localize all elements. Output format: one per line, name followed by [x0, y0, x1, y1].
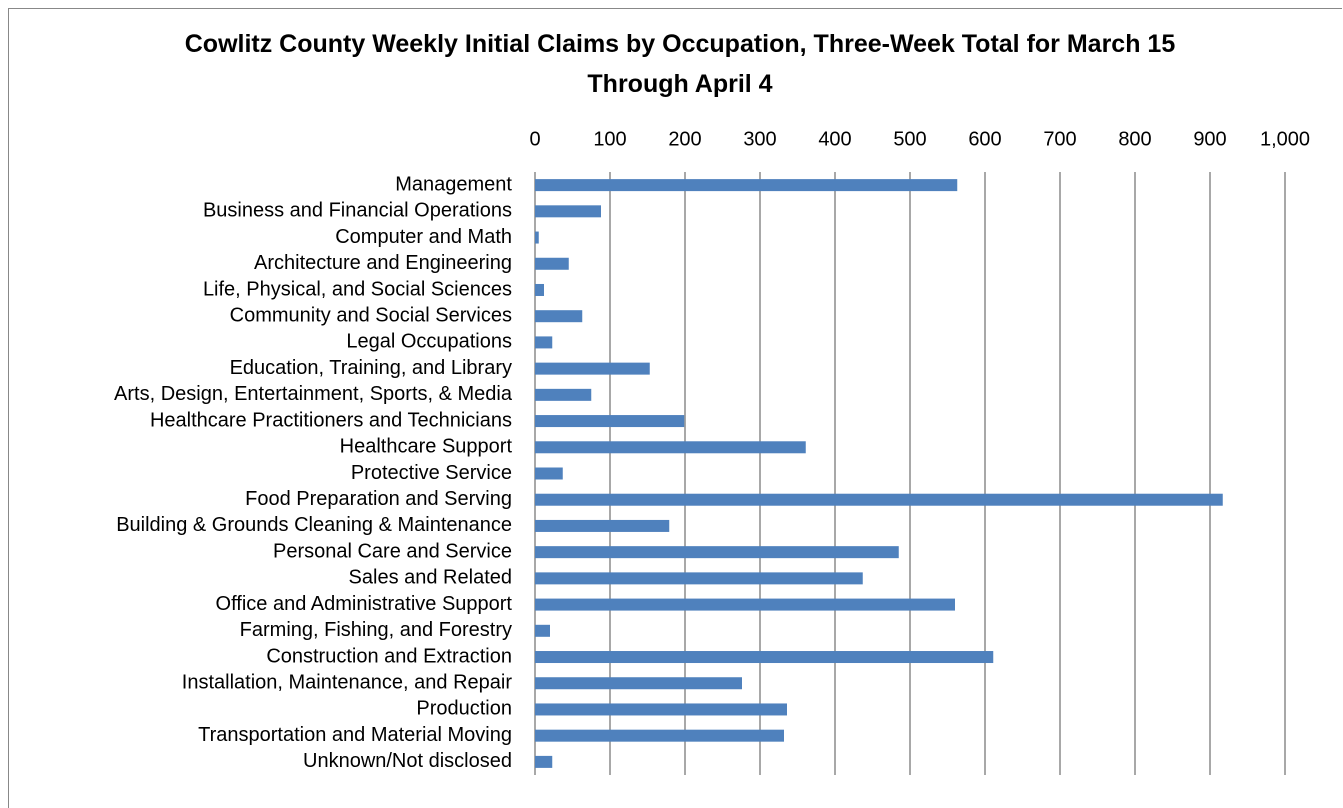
bar	[535, 755, 553, 768]
y-tick-label: Management	[395, 173, 512, 195]
y-tick-label: Installation, Maintenance, and Repair	[182, 672, 513, 694]
y-tick-label: Computer and Math	[335, 226, 512, 248]
x-tick-label: 1,000	[1260, 128, 1310, 150]
bar	[535, 572, 863, 585]
bar	[535, 624, 550, 637]
x-tick-label: 800	[1118, 128, 1151, 150]
y-tick-label: Office and Administrative Support	[216, 593, 513, 615]
y-tick-label: Community and Social Services	[230, 304, 512, 326]
y-tick-label: Building & Grounds Cleaning & Maintenanc…	[116, 514, 512, 536]
y-tick-label: Legal Occupations	[346, 331, 512, 353]
x-tick-label: 700	[1043, 128, 1076, 150]
bar	[535, 388, 592, 401]
bar	[535, 179, 958, 192]
chart-frame	[8, 8, 1342, 808]
y-tick-label: Farming, Fishing, and Forestry	[240, 619, 512, 641]
bar	[535, 310, 583, 323]
y-tick-label: Transportation and Material Moving	[198, 724, 512, 746]
y-tick-label: Education, Training, and Library	[230, 357, 512, 379]
x-tick-label: 100	[593, 128, 626, 150]
y-tick-label: Personal Care and Service	[273, 540, 512, 562]
x-tick-label: 900	[1193, 128, 1226, 150]
bar	[535, 703, 787, 716]
x-tick-label: 0	[529, 128, 540, 150]
bar	[535, 651, 994, 664]
bar	[535, 441, 806, 454]
y-tick-label: Production	[416, 698, 512, 720]
bar	[535, 415, 685, 428]
bar	[535, 231, 539, 244]
y-tick-label: Protective Service	[351, 462, 512, 484]
y-tick-label: Life, Physical, and Social Sciences	[203, 278, 512, 300]
y-tick-label: Healthcare Support	[340, 436, 513, 458]
bar	[535, 598, 955, 611]
x-tick-label: 200	[668, 128, 701, 150]
bar	[535, 257, 569, 270]
y-tick-label: Business and Financial Operations	[203, 200, 512, 222]
bar	[535, 729, 784, 742]
bar	[535, 677, 742, 690]
y-tick-label: Construction and Extraction	[266, 645, 512, 667]
bar	[535, 283, 544, 296]
bar	[535, 493, 1223, 506]
y-tick-label: Sales and Related	[349, 567, 512, 589]
y-tick-label: Architecture and Engineering	[254, 252, 512, 274]
bar	[535, 546, 899, 559]
chart-title: Cowlitz County Weekly Initial Claims by …	[184, 30, 1176, 98]
y-tick-label: Healthcare Practitioners and Technicians	[150, 409, 512, 431]
x-tick-label: 500	[893, 128, 926, 150]
bar	[535, 205, 601, 218]
bar	[535, 336, 553, 349]
bar	[535, 467, 563, 480]
y-tick-label: Food Preparation and Serving	[245, 488, 512, 510]
y-tick-label: Arts, Design, Entertainment, Sports, & M…	[114, 383, 513, 405]
bar	[535, 362, 650, 375]
x-tick-label: 400	[818, 128, 851, 150]
x-tick-label: 300	[743, 128, 776, 150]
x-tick-label: 600	[968, 128, 1001, 150]
y-tick-label: Unknown/Not disclosed	[303, 750, 512, 772]
bar	[535, 519, 670, 532]
